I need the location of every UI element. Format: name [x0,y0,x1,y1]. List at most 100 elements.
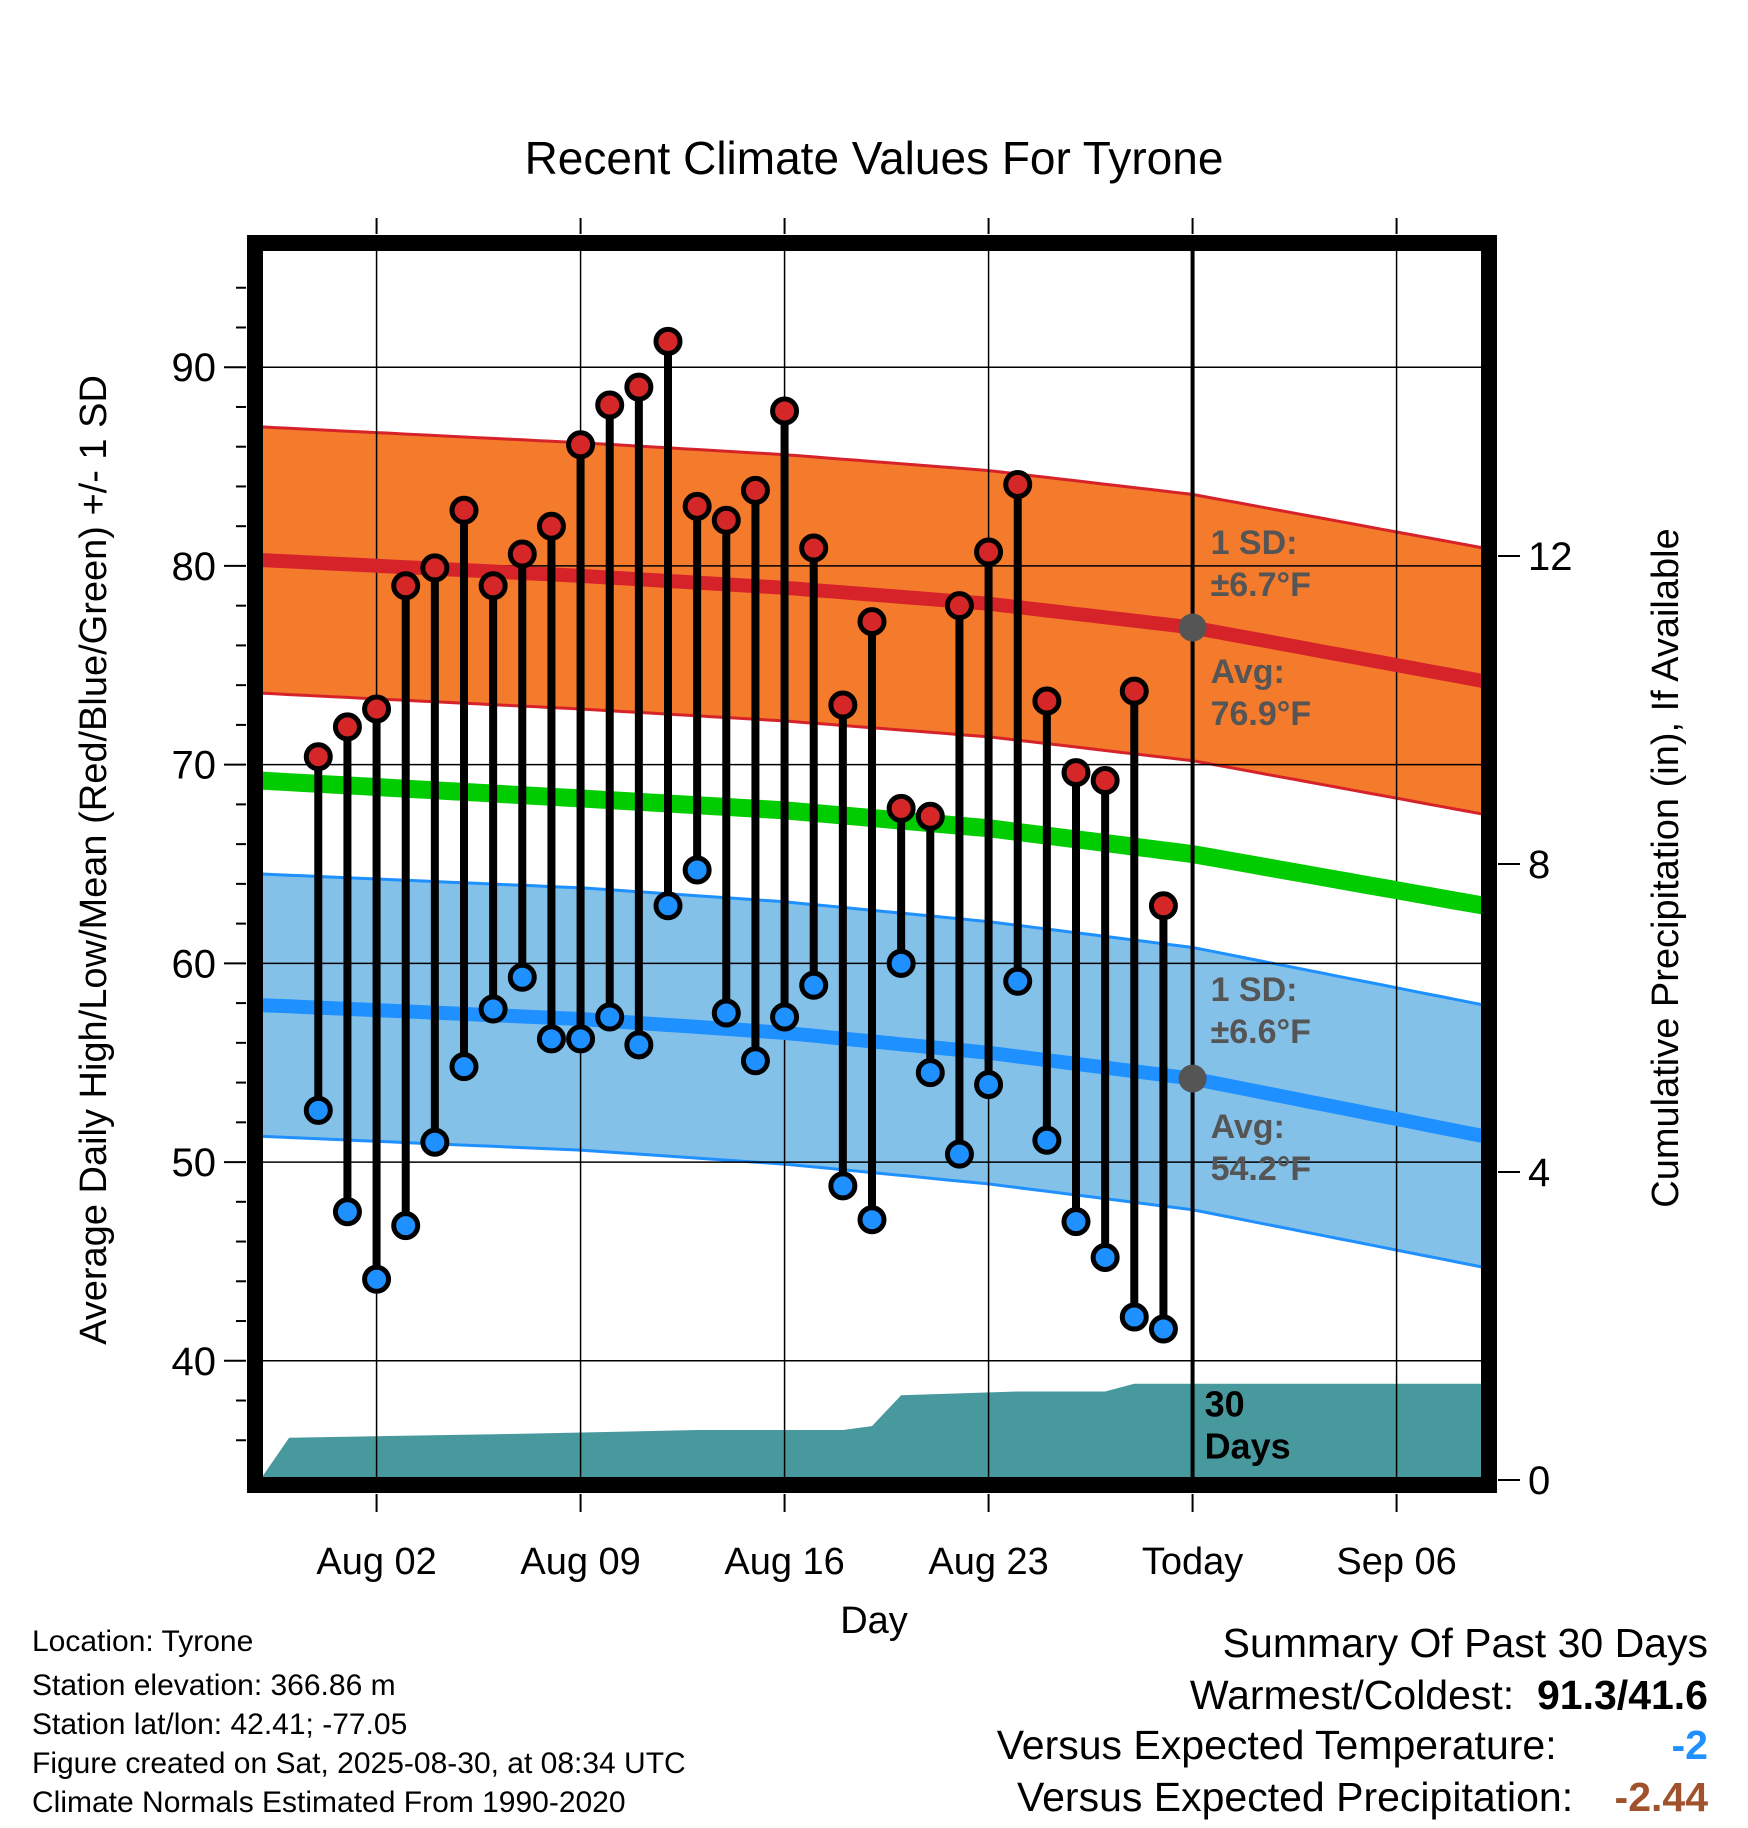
y2-tick-label: 0 [1528,1459,1550,1503]
y-tick-label: 50 [172,1141,217,1185]
summary-warmest-value: 91.3/41.6 [1537,1672,1708,1718]
summary-precip-value: -2.44 [1614,1774,1708,1820]
y-axis-right-label: Cumulative Precipitation (in), If Availa… [1645,528,1687,1207]
daily-high-point [944,591,974,621]
daily-low-point [653,891,683,921]
y-tick-label: 60 [172,942,217,986]
daily-low-point [536,1024,566,1054]
daily-low-point [420,1127,450,1157]
daily-high-point [857,607,887,637]
daily-low-point [857,1205,887,1235]
daily-low-point [915,1058,945,1088]
x-tick-label: Aug 23 [928,1541,1048,1583]
daily-low-point [1148,1314,1178,1344]
daily-high-point [362,694,392,724]
daily-low-point [974,1070,1004,1100]
low-sd-annotation-line-1: ±6.6°F [1211,1013,1311,1051]
daily-high-point [799,533,829,563]
daily-high-point [740,475,770,505]
daily-low-point [595,1002,625,1032]
y-tick-label: 90 [172,346,217,390]
x-tick-label: Aug 02 [316,1541,436,1583]
summary-precip-row: Versus Expected Precipitation: -2.44 [1017,1772,1708,1822]
precip-cumulative-area [260,1383,1484,1480]
low-avg-annotation-line-1: 54.2°F [1211,1150,1312,1188]
daily-low-point [886,948,916,978]
axes: 40 50 60 70 80 90 0 4 8 12 Aug 02 Aug 09 Aug 16 Aug 2… [172,218,1573,1583]
daily-high-point [536,511,566,541]
daily-high-point [1119,676,1149,706]
daily-low-point [391,1211,421,1241]
low-avg-annotation-line-0: Avg: [1211,1108,1285,1146]
daily-low-point [682,855,712,885]
y-tick-label: 70 [172,744,217,788]
daily-low-point [1003,966,1033,996]
high-band-upper-edge [259,425,1485,550]
daily-high-point [595,390,625,420]
daily-high-point [974,537,1004,567]
daily-low-point [303,1095,333,1125]
daily-high-point [303,742,333,772]
info-normals: Climate Normals Estimated From 1990-2020 [32,1786,626,1819]
high-sd-annotation-line-0: 1 SD: [1211,524,1298,562]
daily-high-point [653,326,683,356]
x-tick-label: Today [1142,1541,1243,1583]
summary-precip-label: Versus Expected Precipitation: [1017,1774,1574,1820]
summary-heading: Summary Of Past 30 Days [1222,1620,1708,1666]
daily-high-point [1061,758,1091,788]
daily-low-point [711,998,741,1028]
summary-temp-label: Versus Expected Temperature: [996,1722,1557,1768]
daily-high-point [711,505,741,535]
daily-low-point [1061,1207,1091,1237]
daily-high-point [420,553,450,583]
y2-tick-label: 4 [1528,1151,1550,1195]
daily-low-point [1119,1302,1149,1332]
precipitation-area [260,1383,1484,1480]
low-sd-annotation-line-0: 1 SD: [1211,971,1298,1009]
low-avg-today-marker [1178,1064,1207,1093]
daily-low-point [449,1052,479,1082]
daily-high-point [1032,686,1062,716]
info-created: Figure created on Sat, 2025-08-30, at 08… [32,1747,686,1780]
daily-high-point [478,571,508,601]
daily-high-point [828,690,858,720]
daily-low-point [799,970,829,1000]
days-annotation-line-0: 30 [1205,1383,1245,1424]
daily-high-point [624,372,654,402]
info-elevation: Station elevation: 366.86 m [32,1669,396,1702]
summary-warmest-row: Warmest/Coldest: 91.3/41.6 [1190,1670,1708,1720]
summary-temp-row: Versus Expected Temperature: -2 [997,1720,1708,1770]
chart-title: Recent Climate Values For Tyrone [525,132,1224,184]
daily-low-point [828,1171,858,1201]
high-sd-annotation-line-1: ±6.7°F [1211,566,1311,604]
daily-high-point [915,801,945,831]
daily-high-point [770,396,800,426]
daily-high-point [332,712,362,742]
daily-low-point [566,1024,596,1054]
daily-low-point [1090,1242,1120,1272]
daily-low-point [624,1030,654,1060]
daily-low-point [507,962,537,992]
daily-high-point [1090,766,1120,796]
high-avg-today-marker [1178,613,1207,642]
daily-low-point [740,1046,770,1076]
x-tick-label: Aug 16 [724,1541,844,1583]
daily-high-point [682,491,712,521]
daily-high-point [566,430,596,460]
daily-high-point [1148,891,1178,921]
daily-low-point [944,1139,974,1169]
x-tick-label: Aug 09 [520,1541,640,1583]
info-location: Location: Tyrone [32,1625,254,1658]
daily-range-bars [303,326,1178,1344]
daily-low-point [478,994,508,1024]
daily-low-point [332,1197,362,1227]
high-avg-annotation-line-1: 76.9°F [1211,695,1312,733]
daily-high-point [507,539,537,569]
summary-temp-value: -2 [1671,1722,1708,1768]
info-latlon: Station lat/lon: 42.41; -77.05 [32,1708,408,1741]
days-annotation-line-1: Days [1205,1425,1291,1466]
daily-low-point [770,1002,800,1032]
annotations: 1 SD: ±6.7°F Avg: 76.9°F 1 SD: ±6.6°F Avg: 54.2… [1178,524,1312,1466]
y2-tick-label: 12 [1528,535,1573,579]
